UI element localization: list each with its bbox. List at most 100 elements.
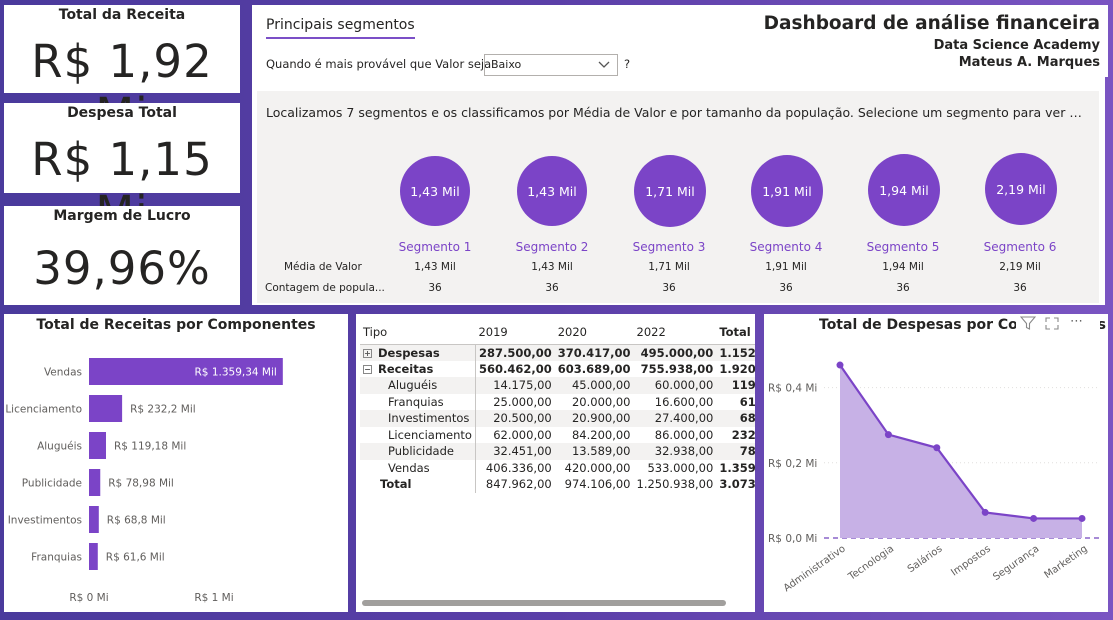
- bar: [89, 506, 99, 533]
- bar-category-label: Franquias: [31, 552, 82, 564]
- table-cell: 119.175,: [716, 377, 755, 394]
- matrix-table: Tipo 2019 2020 2022 Total + Despesas 287.…: [360, 320, 755, 493]
- dashboard-title: Dashboard de análise financeira: [763, 13, 1100, 34]
- table-cell: 974.106,00: [564, 477, 631, 492]
- table-row[interactable]: + Despesas 287.500,00 370.417,00 495.000,…: [360, 344, 755, 361]
- x-tick-label: Segurança: [991, 543, 1041, 583]
- segment-bubble-4[interactable]: 1,91 Mil: [751, 155, 823, 227]
- segment-media-3: 1,71 Mil: [648, 261, 690, 273]
- bubble-label: 1,94 Mil: [879, 182, 929, 198]
- data-point: [981, 508, 989, 516]
- x-tick-label: Salários: [905, 543, 944, 576]
- table-row[interactable]: Vendas 406.336,00 420.000,00 533.000,00 …: [360, 459, 755, 476]
- segment-bubble-1[interactable]: 1,43 Mil: [400, 156, 470, 226]
- table-cell: 13.589,00: [554, 443, 634, 460]
- segment-bubble-2[interactable]: 1,43 Mil: [517, 156, 587, 226]
- table-cell: 62.000,00: [493, 427, 552, 442]
- revenue-chart-card: Total de Receitas por Componentes Vendas…: [4, 314, 348, 612]
- y-tick-label: R$ 0,4 Mi: [768, 383, 817, 395]
- table-row[interactable]: Publicidade 32.451,00 13.589,00 32.938,0…: [360, 443, 755, 460]
- header-total[interactable]: Total: [716, 320, 755, 345]
- table-cell: 14.175,00: [475, 377, 555, 394]
- segment-bubble-3[interactable]: 1,71 Mil: [634, 155, 706, 227]
- x-tick-label: Tecnologia: [846, 543, 896, 583]
- segments-inner: Localizamos 7 segmentos e os classificam…: [257, 91, 1099, 303]
- table-cell: 27.400,00: [633, 410, 717, 427]
- bar-category-label: Vendas: [44, 367, 82, 379]
- row-label: Aluguéis: [360, 377, 476, 394]
- table-cell: 16.600,00: [654, 394, 714, 409]
- x-tick-label: R$ 0 Mi: [69, 592, 108, 604]
- horizontal-scrollbar[interactable]: [362, 600, 726, 606]
- row-label: Despesas: [378, 345, 440, 360]
- table-total-row[interactable]: Total 847.962,00 974.106,00 1.250.938,00…: [360, 476, 755, 493]
- table-cell: 406.336,00: [485, 460, 552, 475]
- collapse-icon[interactable]: −: [363, 364, 372, 374]
- table-cell: 60.000,00: [633, 377, 717, 394]
- bubble-label: 2,19 Mil: [996, 181, 1046, 197]
- y-tick-label: R$ 0,0 Mi: [768, 533, 817, 545]
- segment-media-4: 1,91 Mil: [765, 261, 807, 273]
- table-row[interactable]: − Receitas 560.462,00 603.689,00 755.938,…: [360, 360, 755, 377]
- tab-principais-segmentos[interactable]: Principais segmentos: [266, 17, 415, 39]
- table-row[interactable]: Aluguéis 14.175,00 45.000,00 60.000,00 1…: [360, 377, 755, 394]
- row-label-media: Média de Valor: [284, 261, 362, 273]
- segment-name-4[interactable]: Segmento 4: [749, 240, 823, 254]
- title-card: Dashboard de análise financeira Data Sci…: [715, 5, 1108, 77]
- bar-category-label: Investimentos: [8, 515, 82, 527]
- segment-name-5[interactable]: Segmento 5: [866, 240, 940, 254]
- focus-mode-icon[interactable]: [1044, 316, 1060, 335]
- row-label: Licenciamento: [360, 426, 476, 443]
- table-cell: 1.250.938,00: [636, 477, 714, 492]
- segment-media-1: 1,43 Mil: [414, 261, 456, 273]
- segment-name-6[interactable]: Segmento 6: [983, 240, 1057, 254]
- bubble-label: 1,43 Mil: [527, 183, 577, 199]
- dashboard-author: Mateus A. Marques: [958, 55, 1100, 70]
- segment-contagem-5: 36: [896, 282, 910, 294]
- filter-icon[interactable]: [1019, 316, 1037, 335]
- segment-name-2[interactable]: Segmento 2: [515, 240, 589, 254]
- kpi-card-receita[interactable]: Total da Receita R$ 1,92 Mi: [4, 5, 240, 141]
- bar-category-label: Aluguéis: [37, 441, 82, 453]
- segment-bubble-6[interactable]: 2,19 Mil: [985, 153, 1057, 225]
- segment-media-6: 2,19 Mil: [999, 261, 1041, 273]
- bar-data-label: R$ 1.359,34 Mil: [195, 367, 277, 379]
- segment-bubble-5[interactable]: 1,94 Mil: [868, 154, 940, 226]
- segment-name-3[interactable]: Segmento 3: [632, 240, 706, 254]
- table-cell: 78.978,: [716, 443, 755, 460]
- table-cell: 603.689,00: [557, 361, 631, 376]
- kpi-title: Margem de Lucro: [53, 208, 191, 224]
- table-cell: 68.800,: [716, 410, 755, 427]
- more-options-icon[interactable]: ⋯: [1070, 314, 1084, 329]
- table-cell: 32.938,00: [633, 443, 717, 460]
- expand-icon[interactable]: +: [363, 348, 372, 358]
- table-cell: 232.200,: [731, 427, 755, 442]
- segment-name-1[interactable]: Segmento 1: [398, 240, 472, 254]
- visual-header: ⋯: [1016, 314, 1100, 332]
- table-cell: 3.073.006,: [719, 477, 755, 492]
- table-cell: 20.000,00: [571, 394, 631, 409]
- row-label-cell: − Receitas: [360, 360, 476, 377]
- bubble-label: 1,71 Mil: [645, 183, 695, 199]
- header-2020[interactable]: 2020: [554, 320, 634, 345]
- segment-contagem-6: 36: [1013, 282, 1027, 294]
- table-cell: 20.900,00: [554, 410, 634, 427]
- table-cell: 560.462,00: [478, 361, 552, 376]
- header-tipo[interactable]: Tipo: [360, 320, 476, 345]
- kpi-card-margem[interactable]: Margem de Lucro 39,96%: [4, 206, 240, 305]
- value-dropdown[interactable]: Baixo: [484, 54, 618, 76]
- bar-data-label: R$ 78,98 Mil: [108, 478, 174, 490]
- header-2022[interactable]: 2022: [633, 320, 717, 345]
- help-icon[interactable]: ?: [624, 57, 631, 71]
- x-tick-label: Marketing: [1043, 543, 1090, 581]
- bar-data-label: R$ 68,8 Mil: [107, 515, 166, 527]
- table-cell: 61.600,: [739, 394, 755, 409]
- chevron-down-icon: [597, 57, 611, 74]
- kpi-card-despesa[interactable]: Despesa Total R$ 1,15 Mi: [4, 103, 240, 239]
- table-cell: 533.000,00: [647, 460, 714, 475]
- table-row[interactable]: Franquias 25.000,00 20.000,00 16.600,00 …: [360, 393, 755, 410]
- table-row[interactable]: Investimentos 20.500,00 20.900,00 27.400…: [360, 410, 755, 427]
- header-2019[interactable]: 2019: [475, 320, 555, 345]
- table-row[interactable]: Licenciamento 62.000,00 84.200,00 86.000…: [360, 426, 755, 443]
- table-cell: 86.000,00: [654, 427, 714, 442]
